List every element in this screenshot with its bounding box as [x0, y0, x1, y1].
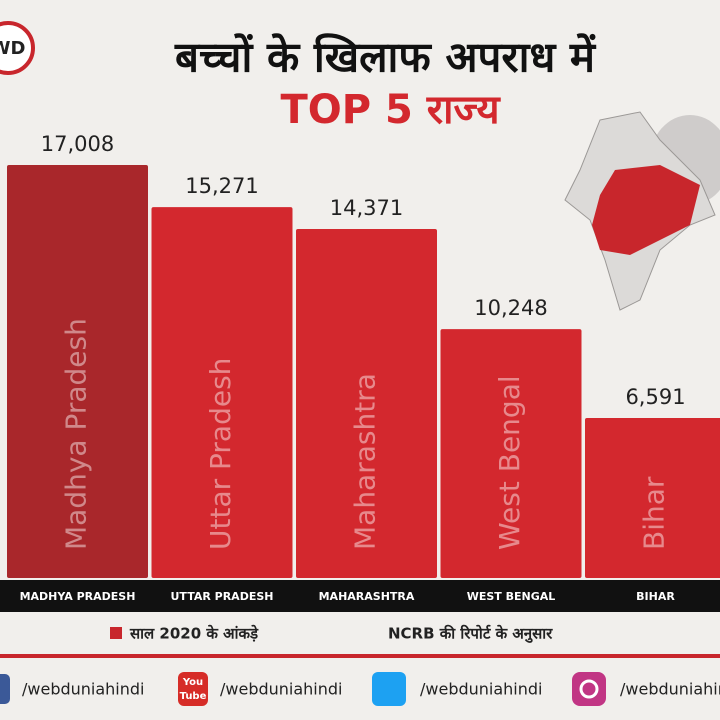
category-strip	[0, 580, 720, 612]
value-label: 14,371	[330, 196, 403, 220]
bar	[440, 329, 582, 578]
bar-inner-label: Bihar	[638, 476, 671, 550]
bar-inner-label: West Bengal	[493, 375, 526, 550]
bar	[151, 207, 293, 579]
source-note: NCRB की रिपोर्ट के अनुसार	[388, 625, 553, 644]
youtube-icon	[178, 672, 208, 706]
twitter-icon	[372, 672, 406, 706]
youtube-text: You	[182, 677, 203, 688]
bar-inner-label: Maharashtra	[349, 373, 382, 550]
legend-swatch	[110, 627, 122, 639]
bar	[585, 417, 720, 578]
bar	[7, 165, 148, 578]
facebook-icon	[0, 674, 10, 704]
bar	[296, 229, 437, 578]
x-tick-label: UTTAR PRADESH	[171, 590, 274, 603]
value-label: 17,008	[41, 132, 114, 156]
legend-label: साल 2020 के आंकड़े	[129, 625, 259, 643]
logo	[0, 21, 35, 75]
value-label: 15,271	[185, 174, 258, 198]
chart-subtitle: TOP 5 राज्य	[280, 87, 501, 133]
bar-inner-label: Uttar Pradesh	[204, 358, 237, 550]
x-tick-label: MADHYA PRADESH	[20, 590, 136, 603]
x-tick-label: MAHARASHTRA	[319, 590, 415, 603]
social-handle: /webduniahindi	[22, 680, 145, 699]
x-tick-label: WEST BENGAL	[467, 590, 556, 603]
x-tick-label: BIHAR	[636, 590, 675, 603]
chart-title: बच्चों के खिलाफ अपराध में	[174, 33, 597, 82]
logo-text: WD	[0, 38, 25, 59]
bar-inner-label: Madhya Pradesh	[60, 318, 93, 550]
value-label: 6,591	[625, 385, 685, 409]
value-label: 10,248	[474, 296, 547, 320]
social-handle: /webduniahindi	[420, 680, 543, 699]
divider	[0, 654, 720, 658]
map-decoration	[564, 111, 720, 311]
youtube-text: Tube	[180, 691, 207, 702]
instagram-icon	[572, 672, 606, 706]
social-handle: /webduniahindi	[620, 680, 720, 699]
social-handle: /webduniahindi	[220, 680, 343, 699]
social-icons: You Tube	[0, 672, 606, 706]
